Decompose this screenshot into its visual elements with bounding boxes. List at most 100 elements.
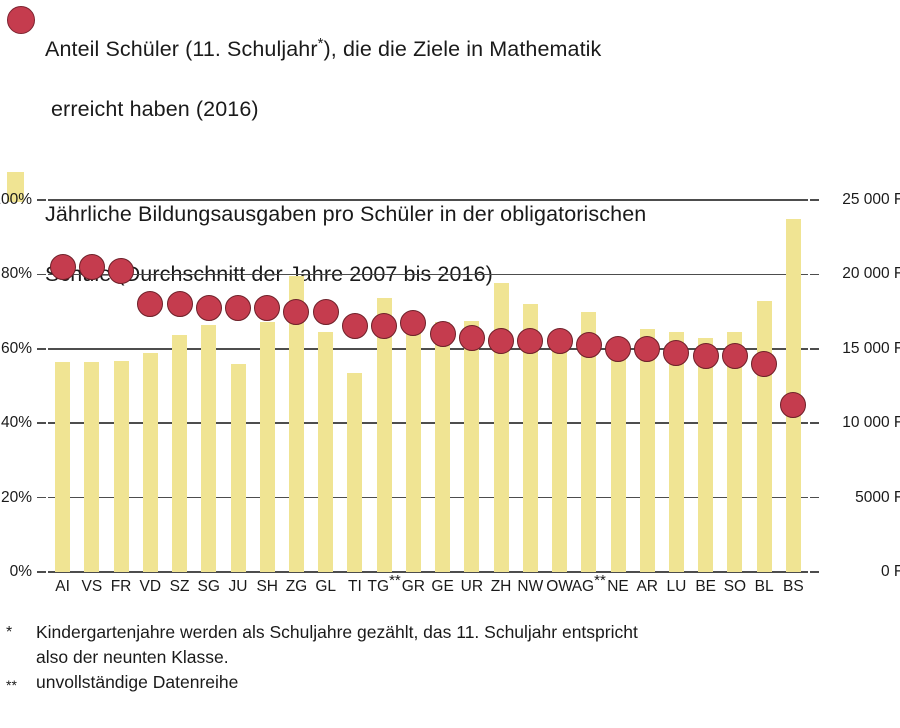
bar: [172, 335, 188, 572]
bar: [201, 325, 217, 572]
footnote-double-asterisk: ** unvollständige Datenreihe: [0, 670, 900, 698]
gridline: [48, 348, 808, 350]
category-label: ZH: [490, 578, 512, 595]
bar: [142, 353, 158, 572]
data-point-dot: [78, 253, 105, 280]
data-point-dot: [225, 294, 251, 321]
legend-students-line1: Anteil Schüler (11. Schuljahr*), die die…: [45, 34, 602, 61]
category-label: FR: [110, 578, 132, 595]
category-label: AI: [55, 578, 70, 595]
category-label: NW: [517, 578, 544, 595]
data-point-dot: [517, 328, 544, 355]
data-point-dot: [166, 291, 193, 318]
bar: [552, 336, 568, 572]
gridline: [48, 571, 808, 573]
right-axis-tick: [810, 199, 819, 201]
bar: [727, 332, 743, 572]
category-label: VD: [139, 578, 162, 595]
gridline: [48, 422, 808, 424]
left-axis-tick: [37, 571, 46, 573]
footnote-single-asterisk: * Kindergartenjahre werden als Schuljahr…: [0, 620, 900, 670]
data-point-dot: [751, 350, 778, 377]
category-label: UR: [460, 578, 484, 595]
right-axis-label: 20 000 Fr.: [842, 265, 900, 283]
bars-group: [48, 200, 808, 572]
left-axis-tick: [37, 422, 46, 424]
data-point-dot: [458, 324, 485, 351]
bar: [55, 362, 71, 572]
bar: [376, 298, 392, 572]
bar: [288, 275, 304, 572]
category-label: TG**: [367, 571, 401, 595]
data-point-dot: [429, 320, 456, 347]
data-point-dot: [254, 294, 281, 321]
gridline: [48, 199, 808, 201]
right-axis-label: 10 000 Fr.: [842, 414, 900, 432]
category-label: SZ: [169, 578, 190, 595]
left-axis-label: 80%: [0, 265, 32, 283]
legend-bar-icon: [7, 172, 24, 202]
right-axis-tick: [810, 496, 819, 499]
footnotes: * Kindergartenjahre werden als Schuljahr…: [0, 620, 900, 698]
right-axis-label: 15 000 Fr.: [842, 339, 900, 357]
category-label: AG**: [571, 571, 606, 595]
bar: [639, 329, 655, 572]
bar: [522, 304, 538, 572]
left-axis-label: 0%: [9, 563, 32, 580]
bar: [347, 372, 363, 572]
data-point-dot: [488, 328, 515, 355]
left-axis-label: 40%: [0, 414, 32, 432]
data-point-dot: [312, 298, 339, 325]
footnote-mark-1: *: [6, 624, 13, 641]
category-label: AR: [636, 578, 658, 595]
bar: [84, 362, 100, 572]
legend-text-students: Anteil Schüler (11. Schuljahr*), die die…: [45, 4, 601, 154]
bar: [230, 363, 246, 572]
data-point-dot: [283, 298, 310, 325]
data-point-dot: [605, 335, 631, 362]
data-point-dot: [341, 313, 368, 340]
right-axis-label: 0 Fr.: [880, 563, 900, 580]
right-axis-label: 25 000 Fr.: [842, 191, 900, 208]
data-point-dot: [49, 253, 76, 280]
plot-area: 100% 80% 60% 40% 20% 0% 25 000 Fr. 20 000 Fr. 1…: [0, 191, 900, 595]
left-axis-label: 60%: [0, 339, 32, 357]
left-axis-tick: [37, 199, 46, 201]
gridline: [48, 496, 808, 499]
data-point-dot: [108, 257, 135, 284]
data-point-dot: [575, 332, 602, 359]
bar: [435, 322, 451, 572]
category-label: BS: [783, 578, 804, 595]
category-label: OW: [546, 578, 573, 595]
right-axis-tick: [810, 273, 819, 276]
category-label: JU: [228, 578, 248, 595]
category-label: NE: [607, 578, 629, 595]
category-label: LU: [666, 578, 687, 595]
bar: [610, 344, 626, 572]
data-point-dot: [780, 391, 807, 418]
bar: [318, 332, 334, 572]
data-point-dot: [663, 339, 690, 366]
footnote-1-line2: also der neunten Klasse.: [36, 647, 229, 667]
legend-item-spending: Jährliche Bildungsausgaben pro Schüler i…: [0, 154, 900, 319]
left-axis-tick: [37, 273, 46, 276]
footnote-2-line1: unvollständige Datenreihe: [36, 672, 239, 692]
legend-marker-wrap-2: [0, 169, 45, 202]
category-label: GR: [401, 578, 425, 595]
chart-legend: Anteil Schüler (11. Schuljahr*), die die…: [0, 0, 900, 319]
category-label: VS: [81, 578, 103, 595]
data-point-dot: [634, 335, 661, 362]
bar: [581, 311, 597, 572]
bar: [113, 360, 129, 572]
category-label: GE: [431, 578, 454, 595]
category-label: SG: [197, 578, 220, 595]
category-label: GL: [315, 578, 337, 595]
data-point-dot: [371, 313, 398, 340]
bar: [259, 322, 275, 572]
legend-text-spending: Jährliche Bildungsausgaben pro Schüler i…: [45, 169, 646, 319]
category-label: TI: [348, 578, 362, 595]
data-point-dot: [721, 343, 748, 370]
bar: [668, 332, 684, 572]
data-point-dot: [195, 294, 222, 321]
data-point-dot: [400, 309, 427, 336]
